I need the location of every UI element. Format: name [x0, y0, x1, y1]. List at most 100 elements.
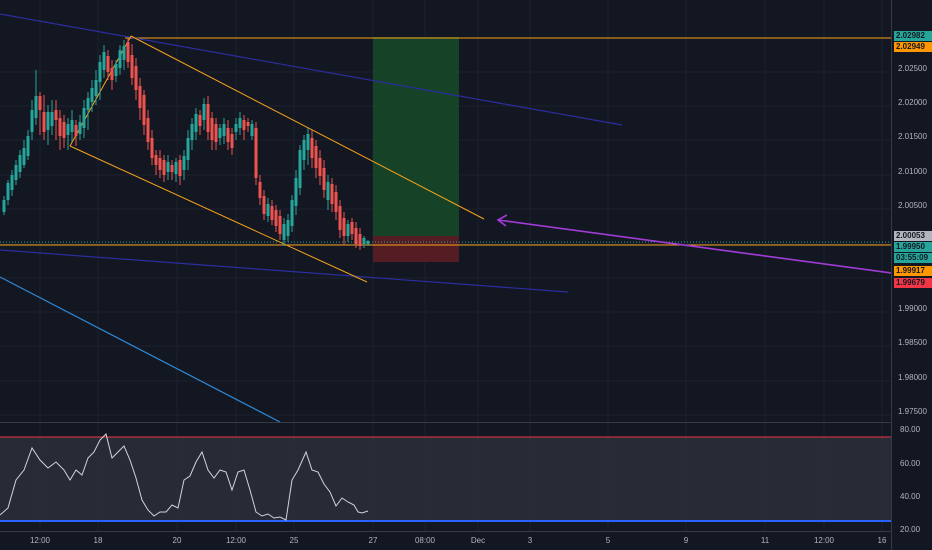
candle-body [10, 175, 14, 190]
candle-body [238, 118, 242, 128]
rsi-tick: 20.00 [900, 525, 921, 534]
candle-body [178, 160, 182, 176]
candle-body [42, 112, 46, 132]
rsi-tick: 80.00 [900, 425, 921, 434]
candle-body [38, 96, 42, 110]
price-tick: 2.00500 [898, 201, 927, 210]
candle-body [258, 182, 262, 198]
candle-body [298, 150, 302, 188]
candle-body [354, 228, 358, 244]
candle-body [78, 122, 82, 134]
time-label: 12:00 [29, 536, 51, 545]
candle-body [218, 128, 222, 138]
candle-body [138, 86, 142, 108]
time-label: 08:00 [414, 536, 436, 545]
candle-body [318, 158, 322, 176]
candle-body [126, 42, 130, 62]
time-label: 20 [172, 536, 182, 545]
candle-body [106, 56, 110, 72]
candle-body [154, 155, 158, 165]
time-label: 5 [605, 536, 611, 545]
candle-body [366, 241, 370, 244]
lower-trend-line[interactable] [0, 249, 569, 293]
profit-zone[interactable] [373, 37, 459, 236]
candle-body [250, 124, 254, 136]
candle-body [286, 220, 290, 236]
candle-body [94, 80, 98, 96]
price-tick: 1.97500 [898, 407, 927, 416]
price-tick: 2.01000 [898, 167, 927, 176]
candle-body [214, 124, 218, 142]
candle-body [102, 52, 106, 70]
candle-body [74, 125, 78, 136]
candle-body [18, 155, 22, 172]
channel-lower-line[interactable] [69, 145, 368, 283]
candle-body [190, 124, 194, 140]
candle-body [278, 216, 282, 234]
time-label: 16 [877, 536, 887, 545]
candlestick-series [2, 38, 370, 250]
candle-body [90, 88, 94, 102]
candle-body [182, 156, 186, 170]
price-tag-current: 1.99950 [894, 242, 932, 252]
price-axis[interactable] [891, 0, 932, 550]
candle-body [130, 55, 134, 78]
candle-body [146, 118, 150, 142]
candle-body [206, 104, 210, 132]
time-axis-separator [0, 531, 891, 532]
candle-body [162, 160, 166, 175]
loss-zone[interactable] [373, 236, 459, 262]
time-label: 12:00 [813, 536, 835, 545]
candle-body [310, 138, 314, 158]
price-tick: 1.98000 [898, 373, 927, 382]
rsi-line [0, 433, 369, 521]
pane-separator[interactable] [0, 422, 891, 423]
candle-body [282, 224, 286, 240]
candle-body [246, 122, 250, 126]
candle-body [326, 182, 330, 200]
candle-body [142, 95, 146, 125]
price-tag-high: 2.02982 [894, 31, 932, 41]
time-label: Dec [470, 536, 486, 545]
candle-body [194, 114, 198, 132]
candle-body [362, 238, 366, 244]
candle-body [294, 178, 298, 206]
candle-body [22, 148, 26, 165]
candle-body [346, 224, 350, 236]
countdown-tag: 03:55:09 [894, 253, 932, 263]
candle-body [226, 128, 230, 142]
long-descending-line[interactable] [0, 276, 281, 423]
candle-body [6, 183, 10, 200]
candle-body [338, 206, 342, 230]
candle-body [150, 138, 154, 158]
candle-body [46, 112, 50, 130]
candle-body [58, 118, 62, 136]
price-tag-close: 2.00053 [894, 231, 932, 241]
candle-body [254, 128, 258, 178]
time-label: 12:00 [225, 536, 247, 545]
price-tick: 2.01500 [898, 132, 927, 141]
candle-body [198, 115, 202, 126]
price-tag-stop: 1.99679 [894, 278, 932, 288]
candle-body [290, 200, 294, 226]
candle-body [62, 122, 66, 138]
time-label: 27 [368, 536, 378, 545]
arrow-line[interactable] [497, 219, 892, 274]
upper-trend-line[interactable] [0, 13, 623, 126]
price-tick: 2.02500 [898, 64, 927, 73]
candle-body [114, 64, 118, 76]
candle-body [202, 104, 206, 120]
candle-body [234, 124, 238, 132]
candle-body [186, 138, 190, 160]
time-label: 18 [93, 536, 103, 545]
candle-body [34, 96, 38, 118]
candle-body [86, 98, 90, 110]
candle-body [158, 158, 162, 170]
candle-body [210, 118, 214, 140]
candle-body [66, 124, 70, 135]
time-label: 11 [760, 536, 770, 545]
channel-upper-line[interactable] [130, 35, 485, 220]
candle-body [174, 162, 178, 174]
candle-body [322, 168, 326, 190]
